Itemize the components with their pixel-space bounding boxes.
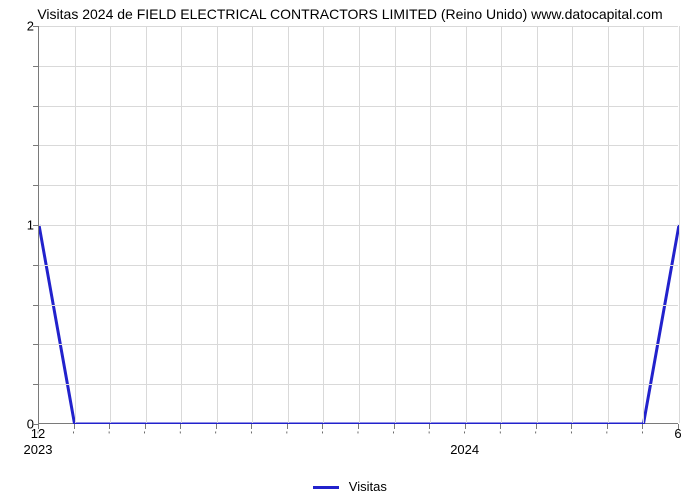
vgrid bbox=[217, 26, 218, 423]
legend-swatch bbox=[313, 486, 339, 489]
y-minor-tick bbox=[33, 265, 38, 266]
vgrid bbox=[643, 26, 644, 423]
vgrid bbox=[181, 26, 182, 423]
x-minor-mark: ' bbox=[108, 430, 110, 440]
x-minor-mark: ' bbox=[464, 430, 466, 440]
y-minor-tick bbox=[33, 66, 38, 67]
vgrid bbox=[679, 26, 680, 423]
x-minor-mark: ' bbox=[393, 430, 395, 440]
y-minor-tick bbox=[33, 305, 38, 306]
legend: Visitas bbox=[0, 479, 700, 494]
y-tick-label: 1 bbox=[6, 218, 34, 233]
legend-label: Visitas bbox=[349, 479, 387, 494]
y-minor-tick bbox=[33, 26, 38, 27]
x-minor-tick bbox=[536, 424, 537, 429]
y-minor-tick bbox=[33, 344, 38, 345]
vgrid bbox=[359, 26, 360, 423]
vgrid bbox=[430, 26, 431, 423]
vgrid bbox=[252, 26, 253, 423]
x-minor-tick bbox=[145, 424, 146, 429]
vgrid bbox=[537, 26, 538, 423]
x-tick-year: 2024 bbox=[450, 442, 479, 457]
x-minor-tick bbox=[642, 424, 643, 429]
x-minor-tick bbox=[358, 424, 359, 429]
x-minor-mark: ' bbox=[428, 430, 430, 440]
vgrid bbox=[146, 26, 147, 423]
x-minor-mark: ' bbox=[570, 430, 572, 440]
plot-area bbox=[38, 26, 678, 424]
x-minor-tick bbox=[109, 424, 110, 429]
x-minor-mark: ' bbox=[642, 430, 644, 440]
y-tick-label: 2 bbox=[6, 19, 34, 34]
x-minor-mark: ' bbox=[179, 430, 181, 440]
y-minor-tick bbox=[33, 106, 38, 107]
x-minor-mark: ' bbox=[322, 430, 324, 440]
vgrid bbox=[395, 26, 396, 423]
x-minor-mark: ' bbox=[606, 430, 608, 440]
x-tick-label: 12 bbox=[31, 426, 45, 441]
vgrid bbox=[323, 26, 324, 423]
x-minor-mark: ' bbox=[215, 430, 217, 440]
x-minor-tick bbox=[607, 424, 608, 429]
x-minor-tick bbox=[74, 424, 75, 429]
vgrid bbox=[608, 26, 609, 423]
vgrid bbox=[75, 26, 76, 423]
y-minor-tick bbox=[33, 225, 38, 226]
x-minor-tick bbox=[322, 424, 323, 429]
y-minor-tick bbox=[33, 185, 38, 186]
x-minor-tick bbox=[571, 424, 572, 429]
x-minor-mark: ' bbox=[499, 430, 501, 440]
x-minor-tick bbox=[251, 424, 252, 429]
x-minor-mark: ' bbox=[357, 430, 359, 440]
x-tick-label: 6 bbox=[674, 426, 681, 441]
x-minor-tick bbox=[394, 424, 395, 429]
x-minor-tick bbox=[429, 424, 430, 429]
vgrid bbox=[466, 26, 467, 423]
x-minor-mark: ' bbox=[250, 430, 252, 440]
x-minor-tick bbox=[216, 424, 217, 429]
x-minor-mark: ' bbox=[144, 430, 146, 440]
x-minor-tick bbox=[180, 424, 181, 429]
y-minor-tick bbox=[33, 145, 38, 146]
x-minor-tick bbox=[465, 424, 466, 429]
x-minor-mark: ' bbox=[535, 430, 537, 440]
vgrid bbox=[288, 26, 289, 423]
chart-title: Visitas 2024 de FIELD ELECTRICAL CONTRAC… bbox=[0, 6, 700, 22]
vgrid bbox=[501, 26, 502, 423]
x-minor-tick bbox=[500, 424, 501, 429]
x-minor-mark: ' bbox=[286, 430, 288, 440]
vgrid bbox=[110, 26, 111, 423]
x-minor-tick bbox=[287, 424, 288, 429]
vgrid bbox=[572, 26, 573, 423]
x-tick-year: 2023 bbox=[24, 442, 53, 457]
y-minor-tick bbox=[33, 384, 38, 385]
x-minor-mark: ' bbox=[73, 430, 75, 440]
